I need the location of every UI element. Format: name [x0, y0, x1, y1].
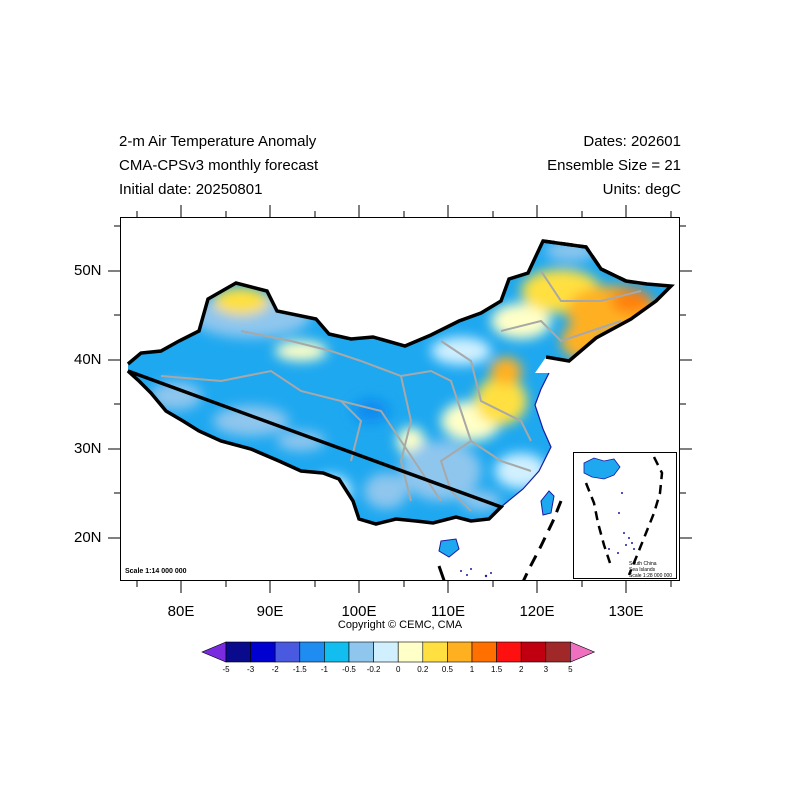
lon-label-90e: 90E: [256, 603, 284, 620]
colorbar-tick-label: 1.5: [491, 665, 503, 674]
colorbar-tick-label: -2: [271, 665, 279, 674]
initial-date-label: Initial date: 20250801: [119, 181, 263, 198]
units-label: Units: degC: [602, 181, 681, 198]
colorbar-tick-label: -5: [222, 665, 230, 674]
lat-label-30n: 30N: [74, 440, 102, 457]
model-label: CMA-CPSv3 monthly forecast: [119, 157, 319, 174]
colorbar-tick-label: -0.5: [342, 665, 356, 674]
dates-label: Dates: 202601: [583, 133, 681, 150]
chart-title: 2-m Air Temperature Anomaly: [119, 133, 317, 150]
copyright-label: Copyright © CEMC, CMA: [337, 619, 463, 631]
colorbar-box: [545, 641, 571, 663]
lon-label-110e: 110E: [431, 603, 465, 620]
lon-label-100e: 100E: [341, 603, 377, 620]
national-border: [126, 239, 675, 526]
inset-label-line1: South China: [629, 561, 657, 567]
colorbar-tick-label: 0: [395, 665, 401, 674]
inset-map: [583, 456, 664, 576]
south-china-sea-inset: South China Sea Islands Scale 1:28 000 0…: [573, 452, 677, 579]
colorbar: [201, 641, 596, 663]
colorbar-tick-label: 0.2: [417, 665, 429, 674]
colorbar-box: [447, 641, 473, 663]
colorbar-tick-label: 3: [543, 665, 549, 674]
lat-label-40n: 40N: [74, 351, 102, 368]
sea-islands-dots: [460, 568, 492, 578]
nine-dash-segment: [437, 565, 446, 580]
colorbar-box: [496, 641, 522, 663]
colorbar-tick-label: -3: [247, 665, 255, 674]
northeast-dashed-border: [542, 239, 627, 283]
colorbar-tick-label: 1: [469, 665, 475, 674]
colorbar-box: [225, 641, 251, 663]
colorbar-box: [520, 641, 547, 663]
taiwan-island: [540, 490, 555, 516]
ensemble-label: Ensemble Size = 21: [547, 157, 681, 174]
colorbar-box: [274, 641, 301, 663]
nine-dash-line: [522, 500, 563, 580]
map-scale-label: Scale 1:14 000 000: [125, 568, 187, 575]
colorbar-left-arrow: [201, 641, 227, 663]
colorbar-box: [250, 641, 276, 663]
colorbar-box: [348, 641, 374, 663]
colorbar-tick-label: 5: [568, 665, 573, 674]
lat-label-20n: 20N: [74, 529, 102, 546]
lon-label-130e: 130E: [608, 603, 644, 620]
colorbar-box: [422, 641, 448, 663]
lon-label-120e: 120E: [519, 603, 555, 620]
inset-label-line2: Sea Islands: [629, 567, 656, 573]
lat-label-50n: 50N: [74, 262, 102, 279]
colorbar-tick-label: -1: [320, 665, 328, 674]
inset-label-line3: Scale 1:28 000 000: [629, 573, 673, 579]
colorbar-box: [397, 641, 424, 663]
colorbar-box: [471, 641, 497, 663]
colorbar-tick-label: 2: [518, 665, 524, 674]
colorbar-tick-label: -1.5: [292, 665, 307, 674]
colorbar-tick-label: 0.5: [441, 665, 453, 674]
colorbar-box: [373, 641, 399, 663]
colorbar-right-arrow: [570, 641, 596, 663]
colorbar-box: [299, 641, 325, 663]
colorbar-tick-label: -0.2: [366, 665, 381, 674]
colorbar-box: [324, 641, 350, 663]
coastline: [500, 372, 552, 508]
hainan-island: [438, 538, 460, 558]
lon-label-80e: 80E: [167, 603, 195, 620]
